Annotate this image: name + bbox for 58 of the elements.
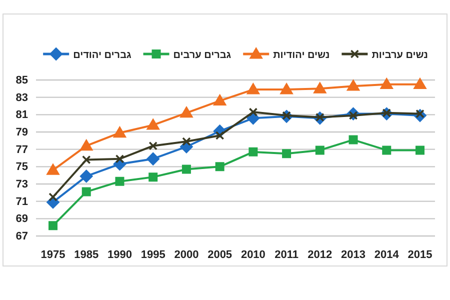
point bbox=[80, 170, 93, 183]
x-tick-label: 2013 bbox=[341, 248, 366, 261]
point bbox=[182, 164, 191, 174]
y-tick-label: 73 bbox=[16, 178, 28, 191]
point bbox=[48, 221, 58, 230]
x-tick-label: 1975 bbox=[40, 248, 66, 261]
point bbox=[248, 147, 258, 156]
y-tick-label: 69 bbox=[16, 213, 28, 226]
y-tick-label: 83 bbox=[16, 92, 28, 104]
point bbox=[115, 176, 124, 186]
point bbox=[380, 78, 394, 90]
legend-label: נשים ערביות bbox=[372, 50, 428, 61]
x-tick-label: 1990 bbox=[107, 248, 132, 261]
point bbox=[280, 83, 294, 94]
x-tick-label: 1985 bbox=[74, 248, 99, 261]
point bbox=[146, 118, 160, 130]
point bbox=[113, 126, 126, 138]
point bbox=[182, 137, 191, 146]
point bbox=[382, 146, 392, 155]
y-tick-label: 75 bbox=[16, 161, 28, 174]
y-tick-label: 79 bbox=[16, 126, 28, 139]
y-tick-label: 67 bbox=[16, 230, 28, 243]
point bbox=[115, 154, 124, 164]
point bbox=[48, 192, 58, 202]
x-tick-label: 2011 bbox=[274, 248, 298, 261]
point bbox=[348, 135, 358, 144]
point bbox=[315, 146, 324, 155]
point bbox=[248, 108, 258, 116]
y-tick-label: 71 bbox=[16, 196, 28, 208]
point bbox=[148, 141, 158, 150]
point bbox=[82, 155, 91, 164]
point bbox=[80, 139, 93, 151]
x-tick-label: 2010 bbox=[240, 248, 266, 261]
point bbox=[313, 82, 326, 94]
legend-label: גברים ערבים bbox=[173, 50, 232, 61]
point bbox=[282, 149, 292, 158]
y-tick-label: 85 bbox=[16, 74, 28, 87]
point bbox=[46, 164, 60, 175]
point bbox=[146, 152, 160, 166]
point bbox=[180, 106, 193, 118]
point bbox=[416, 146, 424, 155]
y-tick-label: 77 bbox=[16, 144, 28, 156]
legend-label: נשים יהודיות bbox=[273, 50, 330, 61]
x-tick-label: 1995 bbox=[140, 248, 166, 261]
point bbox=[414, 78, 426, 90]
x-tick-label: 2005 bbox=[208, 248, 232, 261]
point bbox=[82, 187, 91, 196]
point bbox=[346, 80, 360, 91]
legend-label: גברים יהודים bbox=[73, 50, 132, 61]
x-tick-label: 2015 bbox=[408, 248, 432, 261]
point bbox=[246, 83, 260, 94]
x-tick-label: 2014 bbox=[374, 248, 400, 261]
x-tick-label: 2000 bbox=[174, 248, 199, 261]
x-tick-label: 2012 bbox=[308, 248, 332, 261]
point bbox=[213, 94, 226, 106]
point bbox=[148, 172, 158, 182]
y-tick-label: 81 bbox=[16, 109, 28, 122]
point bbox=[215, 162, 224, 172]
